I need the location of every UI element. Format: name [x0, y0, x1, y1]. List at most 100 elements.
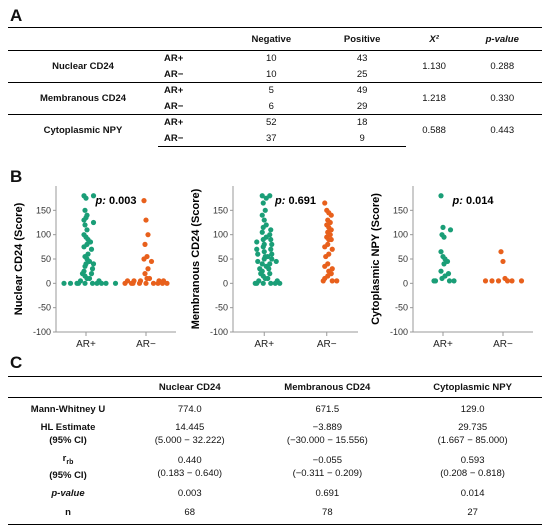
data-point: [261, 217, 267, 223]
data-point: [74, 280, 80, 286]
header-chi2: X²: [405, 27, 463, 51]
header-cytoplasmic-npy: Cytoplasmic NPY: [403, 376, 542, 398]
cell-negative: 10: [266, 68, 277, 80]
data-point: [323, 253, 329, 260]
data-point: [320, 278, 326, 284]
cell-negative: 37: [224, 130, 319, 147]
ar-label: AR+: [158, 50, 224, 67]
header-positive: Positive: [318, 27, 406, 51]
y-tick-label: -50: [38, 303, 51, 313]
table-cell: 0.440 (0.183 − 0.640): [128, 448, 251, 483]
table-row: AR− 10 25: [8, 67, 542, 83]
data-point: [482, 278, 489, 284]
data-point: [440, 224, 446, 230]
p-value-annotation: p: 0.691: [274, 195, 316, 207]
data-point: [141, 256, 147, 262]
data-point: [259, 261, 265, 267]
header-blank: [8, 376, 128, 398]
y-tick-label: -100: [33, 327, 51, 337]
data-point: [263, 195, 269, 201]
p-value-annotation: p: 0.014: [452, 195, 495, 207]
data-point: [518, 278, 525, 284]
data-point: [143, 280, 149, 286]
data-point: [260, 200, 266, 206]
data-point: [438, 193, 444, 199]
data-point: [142, 271, 148, 277]
table-row: n 68 78 27: [8, 501, 542, 525]
data-point: [83, 195, 89, 201]
x-tick-label: AR−: [136, 339, 156, 350]
cytoplasmic-npy-scatter-chart: Cytoplasmic NPY (Score) -100 -50 0 50 100 150 A…: [370, 186, 533, 350]
cell-positive: 25: [356, 68, 368, 80]
table-cell: −3.889 (−30.000 − 15.556): [251, 417, 403, 448]
panel-label-c: C: [10, 353, 23, 372]
value: 29.735: [458, 422, 488, 433]
data-point: [495, 278, 502, 284]
data-point: [265, 275, 271, 282]
x-tick-label: AR+: [76, 339, 96, 350]
cell-positive: 29: [356, 100, 368, 112]
data-point: [441, 261, 447, 267]
data-point: [260, 236, 266, 243]
data-point: [267, 271, 273, 277]
data-point: [254, 246, 260, 252]
data-point: [86, 275, 93, 282]
data-point: [145, 266, 151, 272]
table-cell: 78: [251, 501, 404, 525]
table-row: Mann-Whitney U 774.0 671.5 129.0: [8, 398, 542, 418]
data-point: [262, 207, 268, 213]
value: −0.055: [312, 454, 342, 466]
cell-positive: 43: [318, 50, 406, 67]
row-label-pvalue: p-value: [51, 488, 85, 500]
data-point: [329, 246, 335, 252]
row-label-rrb: rrb (95% CI): [8, 448, 128, 483]
data-point: [82, 263, 88, 269]
ar-label: AR+: [158, 114, 224, 131]
table-cell: 129.0: [460, 403, 485, 415]
table-cell: 0.003: [177, 488, 202, 500]
data-point: [268, 280, 274, 286]
data-point: [159, 280, 166, 286]
y-tick-label: 100: [36, 230, 51, 240]
table-cell: 0.691: [315, 488, 340, 500]
p-label: p:: [95, 195, 109, 207]
data-point: [260, 224, 266, 230]
data-point: [84, 227, 90, 233]
data-point: [254, 239, 260, 245]
data-point: [328, 236, 334, 243]
data-point: [142, 241, 148, 247]
data-point: [82, 280, 88, 286]
x-tick-label: AR+: [433, 339, 453, 350]
x-tick-label: AR+: [254, 339, 274, 350]
table-row: p-value 0.003 0.691 0.014: [8, 483, 542, 502]
p-value: 0.691: [288, 195, 316, 207]
rrb-label: r: [62, 453, 67, 464]
data-point: [252, 280, 258, 286]
data-point: [260, 244, 266, 250]
data-point: [269, 256, 275, 262]
value: 14.445: [175, 422, 205, 433]
cell-pvalue: 0.330: [462, 82, 542, 115]
data-point: [90, 261, 97, 267]
cell-positive: 49: [318, 82, 406, 99]
ar-label: AR−: [164, 100, 184, 112]
y-tick-label: 100: [393, 230, 408, 240]
data-point: [447, 227, 454, 233]
ci: (0.183 − 0.640): [157, 467, 223, 479]
y-tick-label: -50: [215, 303, 228, 313]
value: −3.889: [312, 422, 342, 433]
data-point: [329, 278, 335, 284]
data-point: [146, 275, 153, 282]
data-point: [322, 200, 328, 206]
data-point: [259, 193, 265, 199]
data-point: [89, 266, 96, 272]
data-point: [441, 234, 447, 240]
data-point: [498, 249, 504, 255]
table-cell: 14.445 (5.000 − 32.222): [128, 417, 251, 448]
ci: (−30.000 − 15.556): [286, 435, 368, 446]
data-point: [155, 280, 161, 286]
data-point: [143, 217, 149, 223]
panel-label-a: A: [10, 6, 23, 25]
table-cell: 774.0: [177, 403, 202, 415]
data-point: [446, 278, 453, 284]
